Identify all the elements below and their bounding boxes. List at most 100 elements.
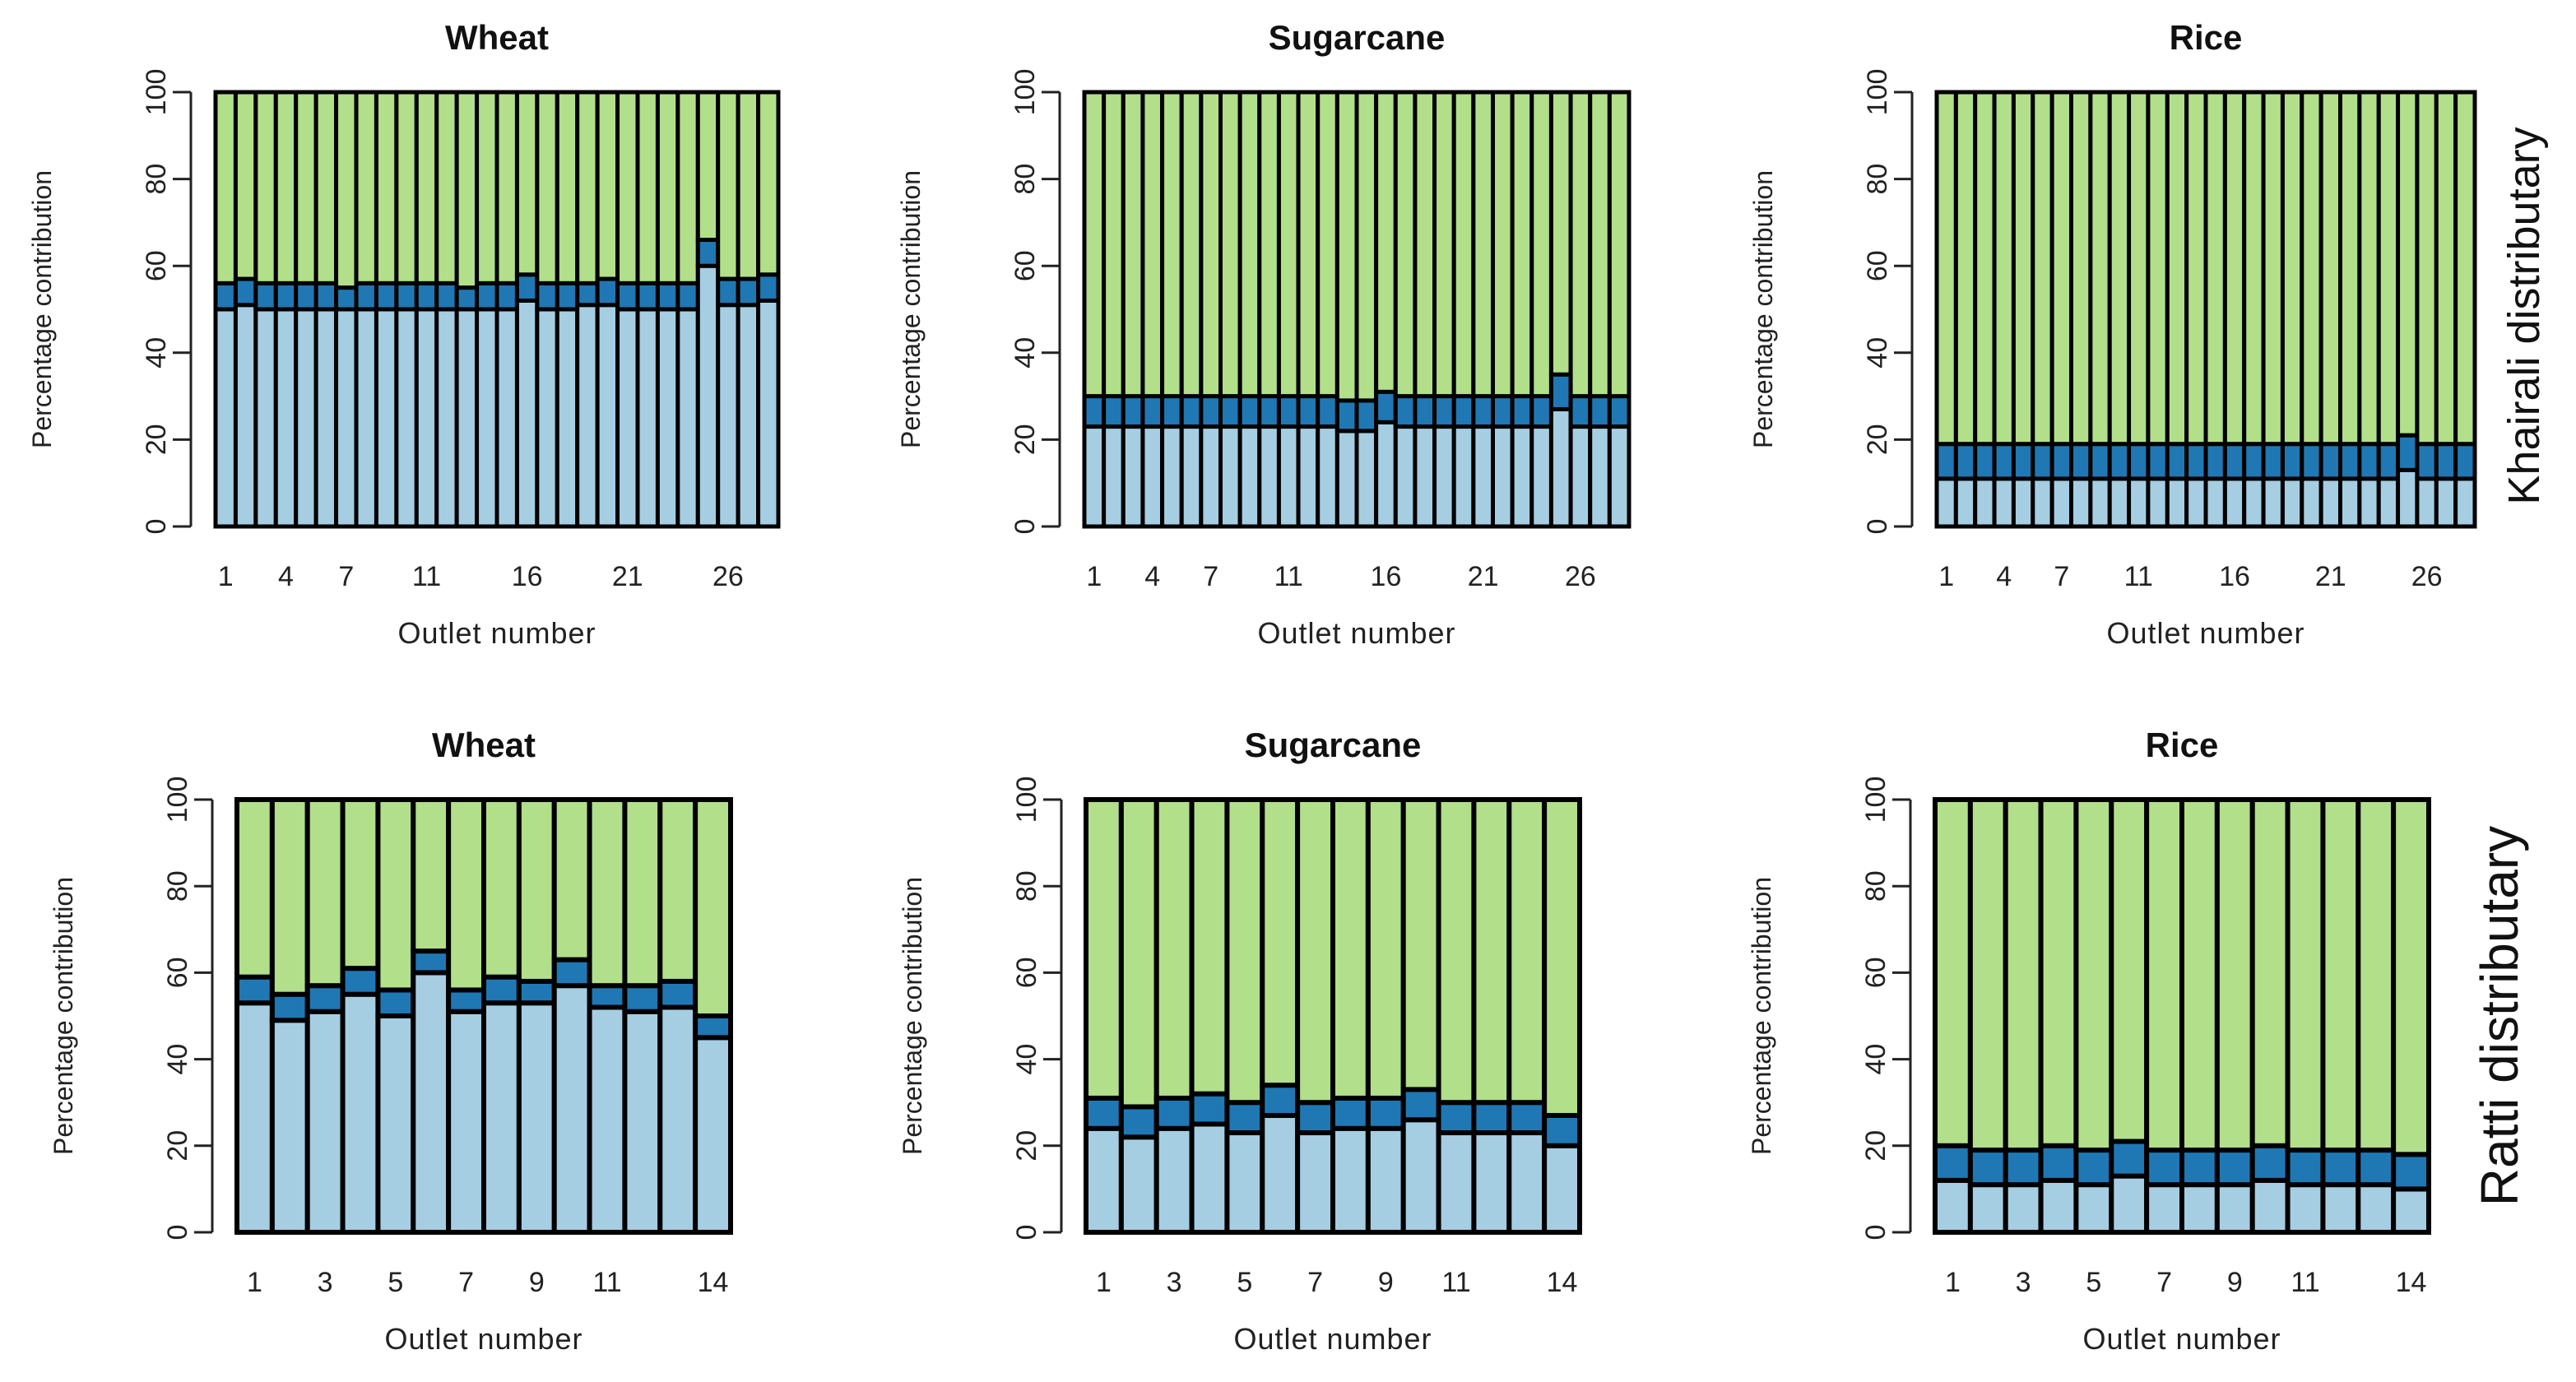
bar-segment-bottom-outlet-7 (2049, 476, 2073, 529)
bar-segment-bottom-outlet-9 (1237, 424, 1262, 529)
bar-segment-top-outlet-26 (2415, 90, 2439, 447)
x-axis-label: Outlet number (397, 616, 596, 650)
bar-segment-bottom-outlet-6 (2031, 476, 2054, 529)
bar-segment-middle-outlet-21 (1471, 394, 1495, 429)
bar-segment-middle-outlet-28 (756, 272, 781, 303)
bar-segment-top-outlet-3 (253, 90, 278, 285)
bar-segment-top-outlet-11 (414, 90, 439, 285)
y-tick-label-40: 40 (1011, 1044, 1042, 1075)
bar-segment-middle-outlet-1 (234, 974, 275, 1006)
bar-segment-top-outlet-28 (756, 90, 781, 277)
x-tick-label-26: 26 (2411, 561, 2443, 592)
bar-segment-top-outlet-6 (2031, 90, 2054, 447)
bar-segment-bottom-outlet-10 (2249, 1177, 2291, 1236)
bar-segment-middle-outlet-4 (273, 281, 299, 312)
bar-segment-middle-outlet-13 (657, 978, 699, 1010)
bar-segment-middle-outlet-17 (2242, 442, 2266, 481)
bar-segment-top-outlet-12 (1471, 797, 1512, 1106)
x-tick-label-7: 7 (2156, 1267, 2172, 1298)
bar-segment-bottom-outlet-4 (1992, 476, 2016, 529)
bar-segment-bottom-outlet-28 (1607, 424, 1631, 529)
bar-segment-bottom-outlet-4 (2038, 1177, 2079, 1236)
bar-segment-middle-outlet-11 (414, 281, 439, 312)
bar-segment-bottom-outlet-13 (1506, 1130, 1548, 1236)
bar-segment-bottom-outlet-19 (2280, 476, 2304, 529)
bar-segment-middle-outlet-1 (1082, 394, 1107, 429)
bar-segment-top-outlet-25 (695, 90, 721, 243)
x-tick-label-11: 11 (2291, 1267, 2319, 1298)
bar-segment-bottom-outlet-9 (2214, 1182, 2255, 1236)
bar-segment-middle-outlet-17 (535, 281, 559, 312)
bar-segment-bottom-outlet-8 (1330, 1125, 1371, 1236)
y-tick-label-0: 0 (141, 519, 172, 535)
y-tick-label-0: 0 (162, 1225, 193, 1241)
bar-segment-bottom-outlet-5 (375, 1013, 416, 1235)
y-tick-label-80: 80 (1011, 870, 1042, 902)
bar-segment-top-outlet-3 (1153, 797, 1195, 1101)
bar-segment-bottom-outlet-16 (514, 298, 540, 529)
bar-segment-bottom-outlet-1 (234, 1000, 275, 1235)
bar-segment-middle-outlet-3 (1153, 1095, 1195, 1131)
bar-segment-top-outlet-27 (1588, 90, 1612, 399)
bar-segment-top-outlet-24 (675, 90, 700, 285)
bar-segment-top-outlet-2 (1118, 797, 1159, 1110)
bar-segment-middle-outlet-8 (2179, 1148, 2220, 1188)
bar-segment-middle-outlet-19 (1432, 394, 1456, 429)
bar-segment-middle-outlet-8 (481, 974, 522, 1006)
bar-segment-top-outlet-10 (551, 797, 592, 962)
bar-segment-middle-outlet-6 (411, 948, 452, 976)
bar-segment-middle-outlet-10 (2249, 1143, 2291, 1183)
bar-segment-middle-outlet-26 (1568, 394, 1593, 429)
bar-segment-top-outlet-21 (2318, 90, 2342, 447)
x-tick-label-7: 7 (1307, 1267, 1323, 1298)
bar-segment-top-outlet-7 (334, 90, 359, 290)
x-tick-label-1: 1 (1938, 561, 1954, 592)
bar-segment-middle-outlet-20 (1451, 394, 1476, 429)
bar-segment-top-outlet-14 (2184, 90, 2208, 447)
bar-segment-middle-outlet-28 (1607, 394, 1631, 429)
bar-segment-bottom-outlet-5 (2011, 476, 2035, 529)
bar-segment-bottom-outlet-23 (2357, 476, 2381, 529)
bar-segment-middle-outlet-20 (2300, 442, 2323, 481)
bar-segment-middle-outlet-23 (1510, 394, 1534, 429)
bar-segment-top-outlet-11 (1276, 90, 1301, 399)
panel-title: Rice (2170, 18, 2243, 57)
bar-segment-bottom-outlet-12 (434, 307, 459, 529)
bar-segment-middle-outlet-18 (2261, 442, 2285, 481)
bar-segment-top-outlet-16 (514, 90, 540, 277)
y-tick-label-40: 40 (1010, 337, 1041, 369)
bar-segment-middle-outlet-2 (1967, 1148, 2008, 1188)
panel-2: 0 20 40 60 80 100 1 4 7 11 16 21 26 Sugarcane Outlet n… (896, 18, 1631, 650)
bar-segment-top-outlet-16 (2222, 90, 2247, 447)
y-tick-label-100: 100 (1011, 777, 1042, 823)
bar-segment-middle-outlet-12 (622, 983, 663, 1014)
bar-segment-top-outlet-13 (657, 797, 699, 984)
panel-5: 0 20 40 60 80 100 1 3 5 7 9 11 14 Sugarcane Outlet num… (898, 726, 1583, 1356)
bar-segment-top-outlet-9 (2088, 90, 2112, 447)
bar-segment-middle-outlet-27 (1588, 394, 1612, 429)
bar-segment-bottom-outlet-11 (587, 1004, 628, 1235)
bar-segment-middle-outlet-6 (1179, 394, 1204, 429)
bar-segment-middle-outlet-9 (516, 978, 557, 1006)
bar-segment-middle-outlet-1 (1933, 1143, 1973, 1183)
bar-segment-bottom-outlet-16 (1374, 420, 1398, 529)
bar-segment-top-outlet-19 (2280, 90, 2304, 447)
bar-segment-bottom-outlet-11 (414, 307, 439, 529)
bar-segment-bottom-outlet-13 (657, 1004, 699, 1235)
bar-segment-middle-outlet-23 (655, 281, 680, 312)
bar-segment-top-outlet-15 (1354, 90, 1379, 403)
bar-segment-top-outlet-18 (555, 90, 580, 285)
x-tick-label-11: 11 (1274, 561, 1303, 592)
bar-segment-middle-outlet-12 (2320, 1148, 2361, 1188)
y-axis-label: Percentage contribution (1747, 877, 1776, 1155)
x-tick-label-26: 26 (1565, 561, 1596, 592)
y-tick-label-40: 40 (1860, 1044, 1891, 1075)
y-tick-label-60: 60 (1862, 250, 1893, 281)
bar-segment-middle-outlet-5 (2073, 1148, 2114, 1188)
y-tick-label-40: 40 (141, 337, 172, 369)
panel-title: Wheat (445, 18, 549, 57)
bar-segment-bottom-outlet-20 (1451, 424, 1476, 529)
bar-segment-top-outlet-9 (1237, 90, 1262, 399)
bar-segment-bottom-outlet-3 (253, 307, 278, 529)
bar-segment-middle-outlet-19 (2280, 442, 2304, 481)
